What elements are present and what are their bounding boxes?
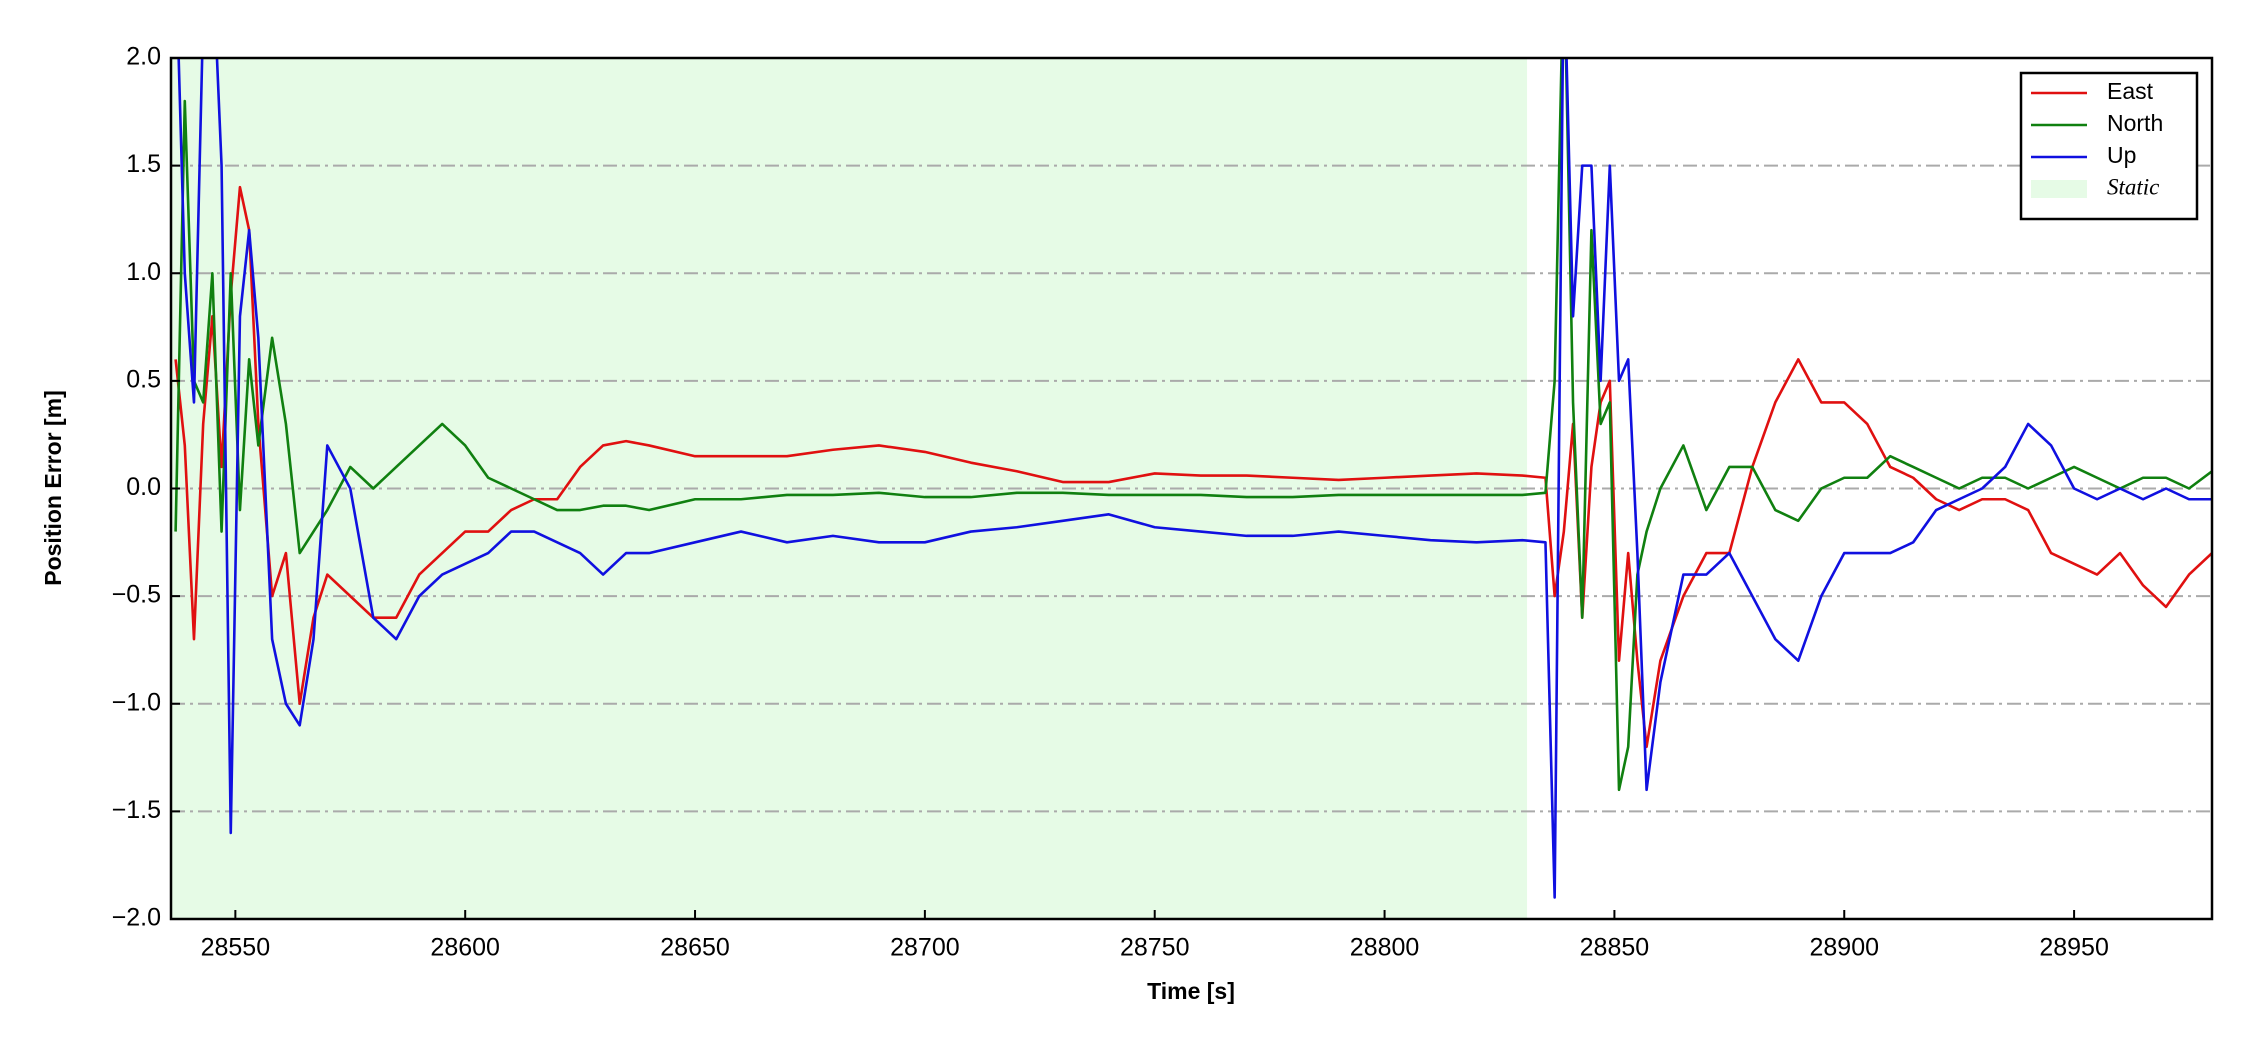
legend-label: Up <box>2107 142 2136 168</box>
plot-frame <box>169 56 2214 921</box>
data-line <box>174 185 2212 749</box>
data-line <box>177 58 2212 899</box>
x-tick-label: 28600 <box>430 934 500 962</box>
x-tick-label: 28900 <box>1809 934 1879 962</box>
y-tick-label: −1.0 <box>112 688 161 716</box>
plot-area <box>171 58 2212 919</box>
legend-label: East <box>2107 78 2154 104</box>
y-tick-label: 0.5 <box>126 365 161 393</box>
x-tick-label: 28750 <box>1120 934 1190 962</box>
x-tick-label: 28850 <box>1580 934 1650 962</box>
y-tick-label: −2.0 <box>112 904 161 932</box>
legend-label: North <box>2107 110 2163 136</box>
y-tick-label: 1.0 <box>126 258 161 286</box>
y-tick-label: 1.5 <box>126 150 161 178</box>
x-tick-label: 28700 <box>890 934 960 962</box>
data-line <box>174 58 2212 792</box>
legend-label: Static <box>2107 174 2159 199</box>
x-tick-label: 28950 <box>2039 934 2109 962</box>
y-tick-label: −0.5 <box>112 581 161 609</box>
y-axis-label: Position Error [m] <box>40 390 66 586</box>
x-tick-label: 28800 <box>1350 934 1420 962</box>
y-tick-label: −1.5 <box>112 796 161 824</box>
x-tick-label: 28650 <box>660 934 730 962</box>
x-tick-label: 28550 <box>201 934 271 962</box>
legend-swatch <box>2031 180 2087 198</box>
y-tick-label: 2.0 <box>126 43 161 71</box>
y-tick-label: 0.0 <box>126 473 161 501</box>
x-axis-label: Time [s] <box>1147 978 1235 1004</box>
